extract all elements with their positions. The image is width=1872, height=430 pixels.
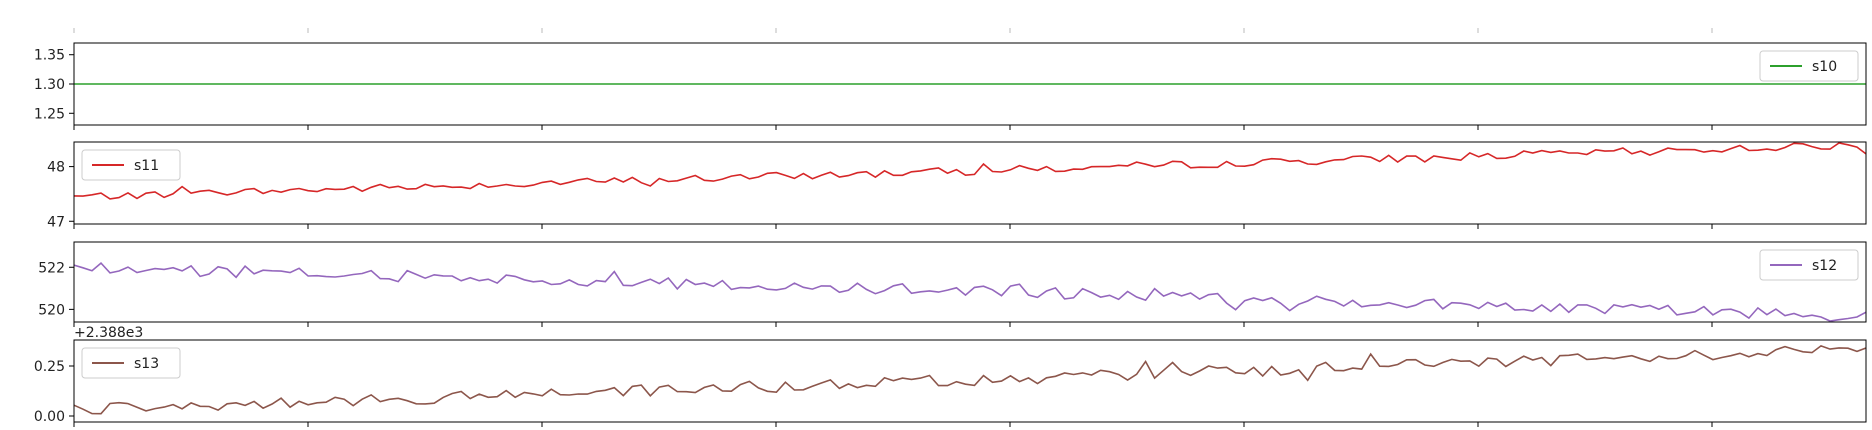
y-tick-label: 522: [38, 260, 65, 276]
legend-s11: s11: [81, 149, 181, 181]
y-offset-label: +2.388e3: [74, 325, 143, 341]
legend-label: s11: [134, 158, 159, 174]
y-tick-label: 48: [47, 160, 65, 176]
legend-s13: s13: [81, 347, 181, 379]
legend-box: [1759, 249, 1859, 281]
panel-s12: 520 522 s12: [38, 241, 1867, 327]
legend-label: s10: [1812, 59, 1837, 75]
y-tick-label: 1.25: [34, 106, 65, 122]
axes-frame: [73, 339, 1867, 423]
y-tick-label: 1.35: [34, 48, 65, 64]
y-tick-label: 0.00: [34, 409, 65, 425]
axes-frame: [73, 141, 1867, 225]
legend-box: [81, 149, 181, 181]
legend-label: s12: [1812, 258, 1837, 274]
legend-label: s13: [134, 356, 159, 372]
panels: 1.25 1.30 1.35 s10 47 48 s11 520 522 s12 0.00 0.25 +…: [34, 28, 1867, 427]
panel-s10: 1.25 1.30 1.35 s10: [34, 42, 1867, 130]
y-tick-label: 520: [38, 302, 65, 318]
series-line-s13: [73, 345, 1867, 415]
y-tick-label: 47: [47, 214, 65, 230]
y-tick-label: 1.30: [34, 77, 65, 93]
legend-s12: s12: [1759, 249, 1859, 281]
legend-s10: s10: [1759, 50, 1859, 82]
legend-box: [1759, 50, 1859, 82]
axes-frame: [73, 241, 1867, 323]
series-line-s12: [73, 261, 1867, 322]
panel-s13: 0.00 0.25 +2.388e3 s13: [34, 325, 1867, 427]
y-tick-label: 0.25: [34, 359, 65, 375]
legend-box: [81, 347, 181, 379]
panel-s11: 47 48 s11: [47, 141, 1867, 230]
series-line-s11: [73, 142, 1867, 200]
